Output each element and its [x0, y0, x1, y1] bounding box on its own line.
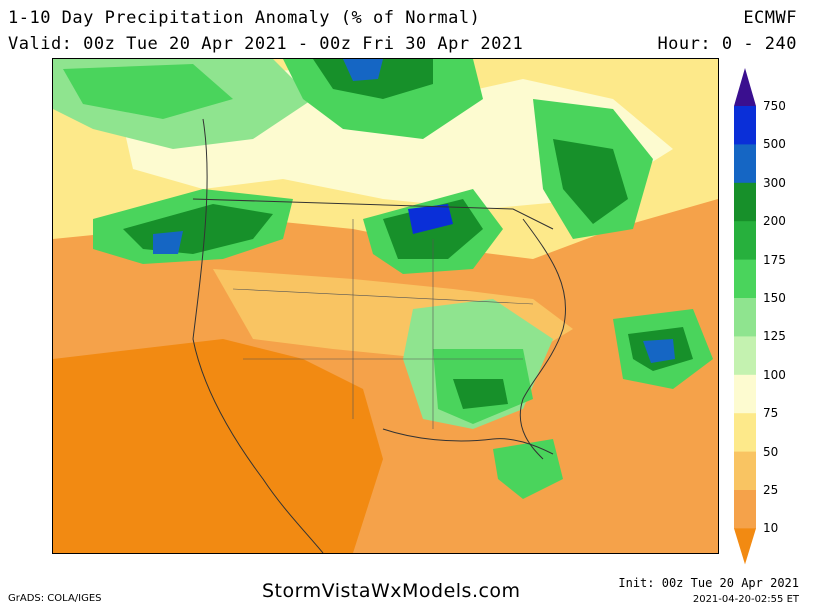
legend-swatch [734, 490, 756, 529]
site-watermark: StormVistaWxModels.com [262, 580, 521, 602]
legend-swatch [734, 259, 756, 299]
legend-swatch [734, 451, 756, 491]
legend-label: 100 [763, 367, 786, 382]
precipitation-map [52, 58, 719, 554]
model-name: ECMWF [743, 8, 797, 28]
legend-label: 750 [763, 99, 786, 113]
legend-label: 50 [763, 444, 779, 459]
color-legend [733, 68, 757, 568]
legend-label: 75 [763, 406, 779, 421]
legend-swatch [734, 221, 756, 261]
legend-swatch [734, 144, 756, 184]
legend-label: 25 [763, 483, 779, 497]
map-title: 1-10 Day Precipitation Anomaly (% of Nor… [8, 8, 481, 28]
legend-swatch [734, 182, 756, 222]
valid-period: Valid: 00z Tue 20 Apr 2021 - 00z Fri 30 … [8, 34, 524, 54]
timestamp: 2021-04-20-02:55 ET [692, 594, 799, 605]
legend-label: 300 [763, 175, 786, 190]
legend-label: 10 [763, 521, 779, 536]
legend-swatch [734, 298, 756, 337]
legend-swatch [734, 413, 756, 453]
legend-swatch [734, 374, 756, 414]
grads-credit: GrADS: COLA/IGES [8, 593, 102, 604]
legend-label: 125 [763, 329, 786, 344]
legend-label: 175 [763, 252, 786, 267]
forecast-hours: Hour: 0 - 240 [657, 34, 797, 54]
legend-swatch [734, 106, 756, 145]
legend-top-arrow [734, 68, 756, 106]
legend-label: 500 [763, 137, 786, 152]
legend-swatch [734, 336, 756, 376]
init-time: Init: 00z Tue 20 Apr 2021 [618, 576, 799, 590]
legend-label: 200 [763, 214, 786, 229]
legend-bottom-arrow [734, 528, 756, 565]
legend-label: 150 [763, 291, 786, 305]
